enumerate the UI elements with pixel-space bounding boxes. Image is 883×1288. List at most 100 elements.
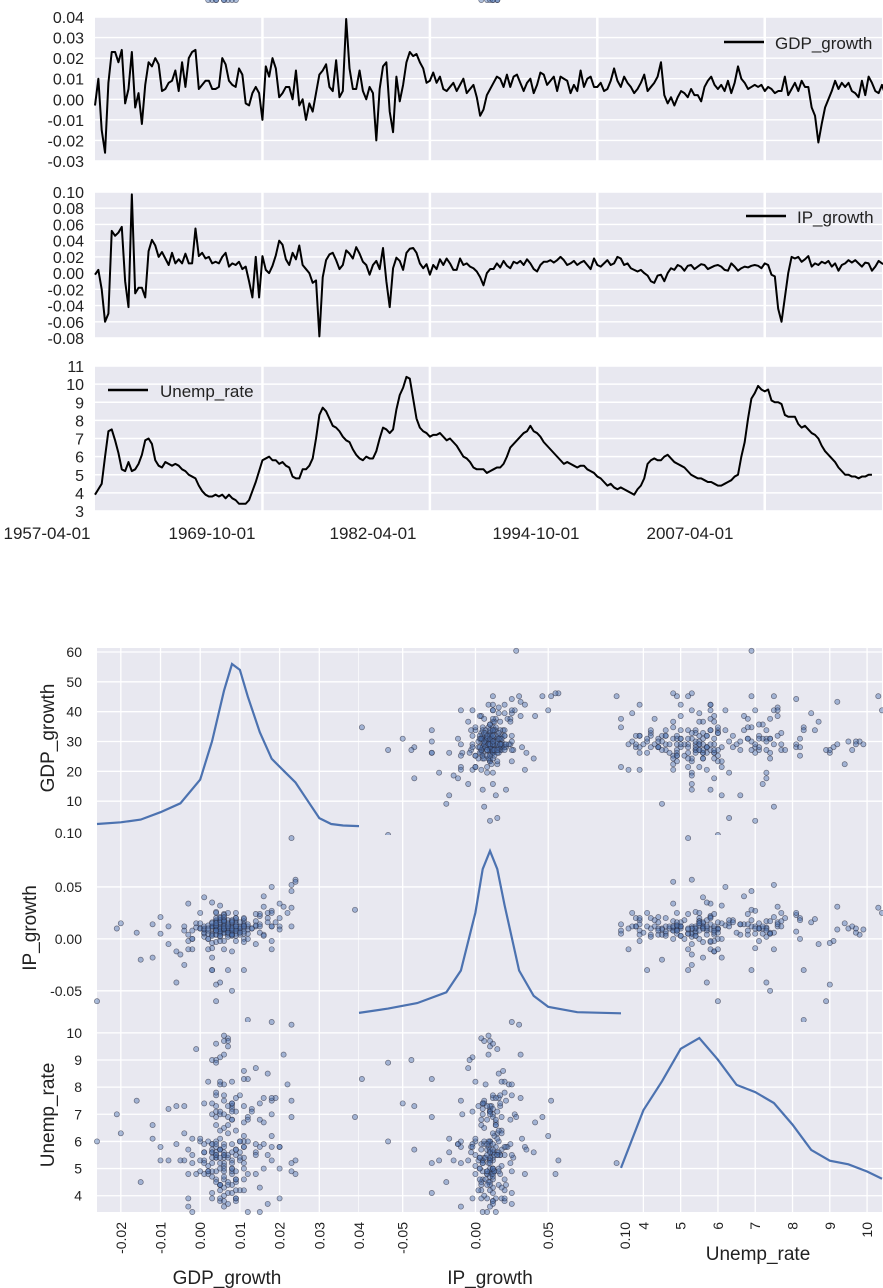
ts-ytick-label: 0.04: [53, 234, 84, 251]
scatter-point: [494, 1108, 501, 1115]
scatter-point: [613, 693, 620, 700]
scatter-point: [411, 1146, 418, 1153]
scatter-point: [748, 888, 755, 895]
scatter-point: [229, 1100, 235, 1107]
sm-cell-Unemp_rate-vs-Unemp_rate: [619, 1022, 883, 1212]
scatter-point: [492, 792, 499, 799]
scatter-point: [189, 927, 196, 934]
ts-ytick-label: 7: [75, 432, 84, 449]
scatter-point: [767, 918, 774, 925]
scatter-point: [476, 1176, 483, 1183]
scatter-point: [744, 931, 751, 938]
scatter-point: [468, 747, 475, 753]
scatter-point: [446, 749, 453, 756]
scatter-point: [201, 1100, 208, 1107]
scatter-point: [229, 1116, 235, 1123]
scatter-point: [677, 932, 684, 939]
ts-ytick-label: 0.02: [53, 250, 84, 267]
scatter-point: [501, 1152, 508, 1158]
scatter-point: [793, 912, 800, 918]
sm-bottom-tick-label: 0.01: [232, 1222, 248, 1249]
scatter-point: [209, 920, 216, 927]
sm-bottom-tick-label: -0.01: [153, 1222, 169, 1254]
scatter-point: [519, 744, 525, 751]
scatter-point: [767, 987, 774, 994]
scatter-point: [491, 718, 498, 725]
scatter-point: [507, 741, 514, 748]
scatter-point: [677, 741, 684, 748]
scatter-point: [718, 935, 725, 942]
scatter-point: [729, 732, 736, 739]
scatter-point: [213, 920, 220, 927]
scatter-point: [545, 1133, 552, 1139]
scatter-point: [759, 930, 766, 937]
scatter-point: [685, 764, 692, 770]
scatter-point: [659, 747, 665, 753]
scatter-point: [489, 0, 496, 3]
scatter-point: [205, 946, 212, 953]
scatter-point: [808, 710, 815, 717]
scatter-point: [852, 741, 859, 748]
scatter-point: [503, 1143, 509, 1150]
scatter-point: [640, 741, 647, 748]
scatter-point: [457, 741, 464, 748]
scatter-point: [209, 1154, 216, 1161]
scatter-point: [485, 1032, 492, 1039]
scatter-point: [264, 1152, 271, 1158]
scatter-point: [165, 1157, 172, 1164]
scatter-point: [629, 710, 636, 717]
scatter-point: [252, 941, 259, 948]
scatter-point: [248, 1108, 255, 1115]
scatter-point: [221, 1032, 227, 1039]
scatter-point: [276, 1195, 283, 1202]
scatter-point: [217, 1154, 224, 1161]
scatter-point: [782, 915, 789, 922]
scatter-point: [748, 647, 755, 654]
scatter-point: [476, 744, 483, 751]
scatter-point: [240, 1103, 247, 1110]
scatter-point: [485, 755, 492, 762]
ts-ytick-label: 10: [66, 377, 84, 394]
scatter-point: [197, 1168, 204, 1175]
sm-left-tick-label: 7: [74, 1106, 82, 1122]
ts-ytick-label: 6: [75, 450, 84, 467]
scatter-point: [173, 1103, 180, 1110]
scatter-point: [685, 967, 692, 974]
scatter-point: [465, 781, 472, 787]
ts-ytick-label: 0.03: [53, 31, 84, 48]
scatter-point: [484, 732, 491, 739]
scatter-point: [741, 727, 747, 734]
scatter-point: [399, 735, 406, 742]
scatter-point: [149, 954, 156, 961]
scatter-point: [508, 1019, 515, 1025]
scatter-point: [845, 738, 852, 745]
scatter-point: [428, 1190, 435, 1196]
scatter-point: [636, 766, 643, 773]
scatter-point: [240, 1133, 247, 1139]
scatter-point: [841, 920, 848, 927]
scatter-point: [503, 1097, 509, 1104]
scatter-point: [209, 967, 216, 974]
scatter-point: [428, 1114, 435, 1120]
scatter-point: [232, 1127, 239, 1134]
gdp-growth-line: [94, 18, 883, 154]
scatter-point: [284, 1081, 291, 1088]
scatter-point: [229, 931, 235, 938]
scatter-point: [729, 919, 736, 926]
scatter-point: [797, 735, 803, 742]
scatter-point: [236, 1138, 243, 1145]
scatter-point: [489, 1190, 496, 1196]
scatter-point: [193, 1171, 200, 1177]
scatter-point: [726, 815, 733, 821]
scatter-point: [703, 931, 710, 938]
scatter-point: [165, 941, 172, 948]
scatter-point: [800, 727, 807, 734]
scatter-point: [411, 1103, 418, 1110]
scatter-point: [688, 772, 695, 779]
scatter-point: [507, 1116, 514, 1123]
scatter-point: [655, 927, 662, 934]
scatter-point: [450, 772, 457, 779]
scatter-point: [185, 1195, 192, 1202]
scatter-point: [618, 921, 624, 928]
scatter-point: [481, 715, 488, 722]
